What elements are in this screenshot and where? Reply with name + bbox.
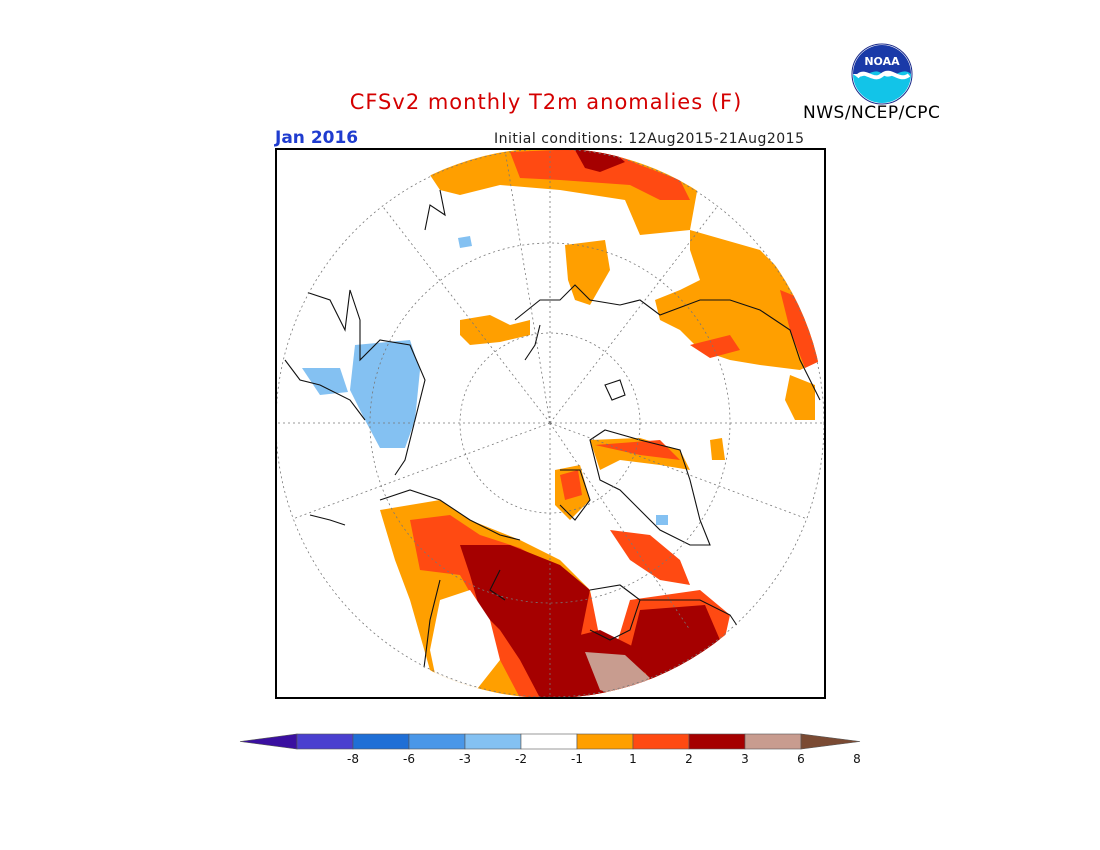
colorbar-swatch (520, 733, 578, 750)
colorbar-tick-label: 1 (629, 752, 637, 766)
anomaly-region-africa-warm (785, 375, 815, 420)
anomaly-region-arctic-coast (460, 315, 530, 345)
agency-label: NWS/NCEP/CPC (803, 103, 941, 123)
anomaly-region-canada-east (610, 530, 690, 585)
initial-conditions-label: Initial conditions: 12Aug2015-21Aug2015 (494, 131, 805, 147)
anomaly-region-small-cool-a (458, 236, 472, 248)
colorbar-arrow-high (800, 733, 861, 750)
colorbar-swatch (688, 733, 746, 750)
anomaly-region-europe-hot2 (690, 335, 740, 358)
anomaly-region-archipelago-hot (560, 470, 582, 500)
noaa-logo: NOAA (851, 43, 913, 105)
noaa-logo-text: NOAA (864, 55, 900, 68)
anomaly-region-europe-warm (655, 230, 820, 370)
anomaly-region-east-siberia (565, 240, 610, 305)
colorbar-tick-label: 8 (853, 752, 861, 766)
anomaly-region-small-warm (710, 438, 725, 460)
colorbar-swatch (408, 733, 466, 750)
anomaly-region-small-cool-b (656, 515, 668, 525)
anomaly-region-west-cool-2 (302, 368, 348, 395)
valid-month-label: Jan 2016 (275, 128, 359, 148)
colorbar-arrow-low (239, 733, 298, 750)
map-frame (275, 148, 826, 699)
colorbar-swatch (632, 733, 690, 750)
colorbar-swatch (576, 733, 634, 750)
colorbar-tick-label: -2 (515, 752, 527, 766)
colorbar-tick-label: 3 (741, 752, 749, 766)
colorbar-tick-label: -6 (403, 752, 415, 766)
map-title: CFSv2 monthly T2m anomalies (F) (349, 90, 743, 114)
colorbar-tick-label: 2 (685, 752, 693, 766)
colorbar (239, 733, 861, 750)
colorbar-tick-label: -8 (347, 752, 359, 766)
colorbar-tick-label: 6 (797, 752, 805, 766)
colorbar-swatch (352, 733, 410, 750)
anomaly-region-asia-hot (510, 149, 690, 200)
colorbar-swatch (744, 733, 802, 750)
anomaly-region-west-cool-1 (350, 340, 420, 448)
colorbar-swatch (464, 733, 522, 750)
anomaly-region-europe-hot (780, 290, 822, 368)
colorbar-tick-label: -3 (459, 752, 471, 766)
colorbar-swatch (296, 733, 354, 750)
colorbar-tick-label: -1 (571, 752, 583, 766)
anomaly-region-na-cool-white (430, 590, 500, 698)
